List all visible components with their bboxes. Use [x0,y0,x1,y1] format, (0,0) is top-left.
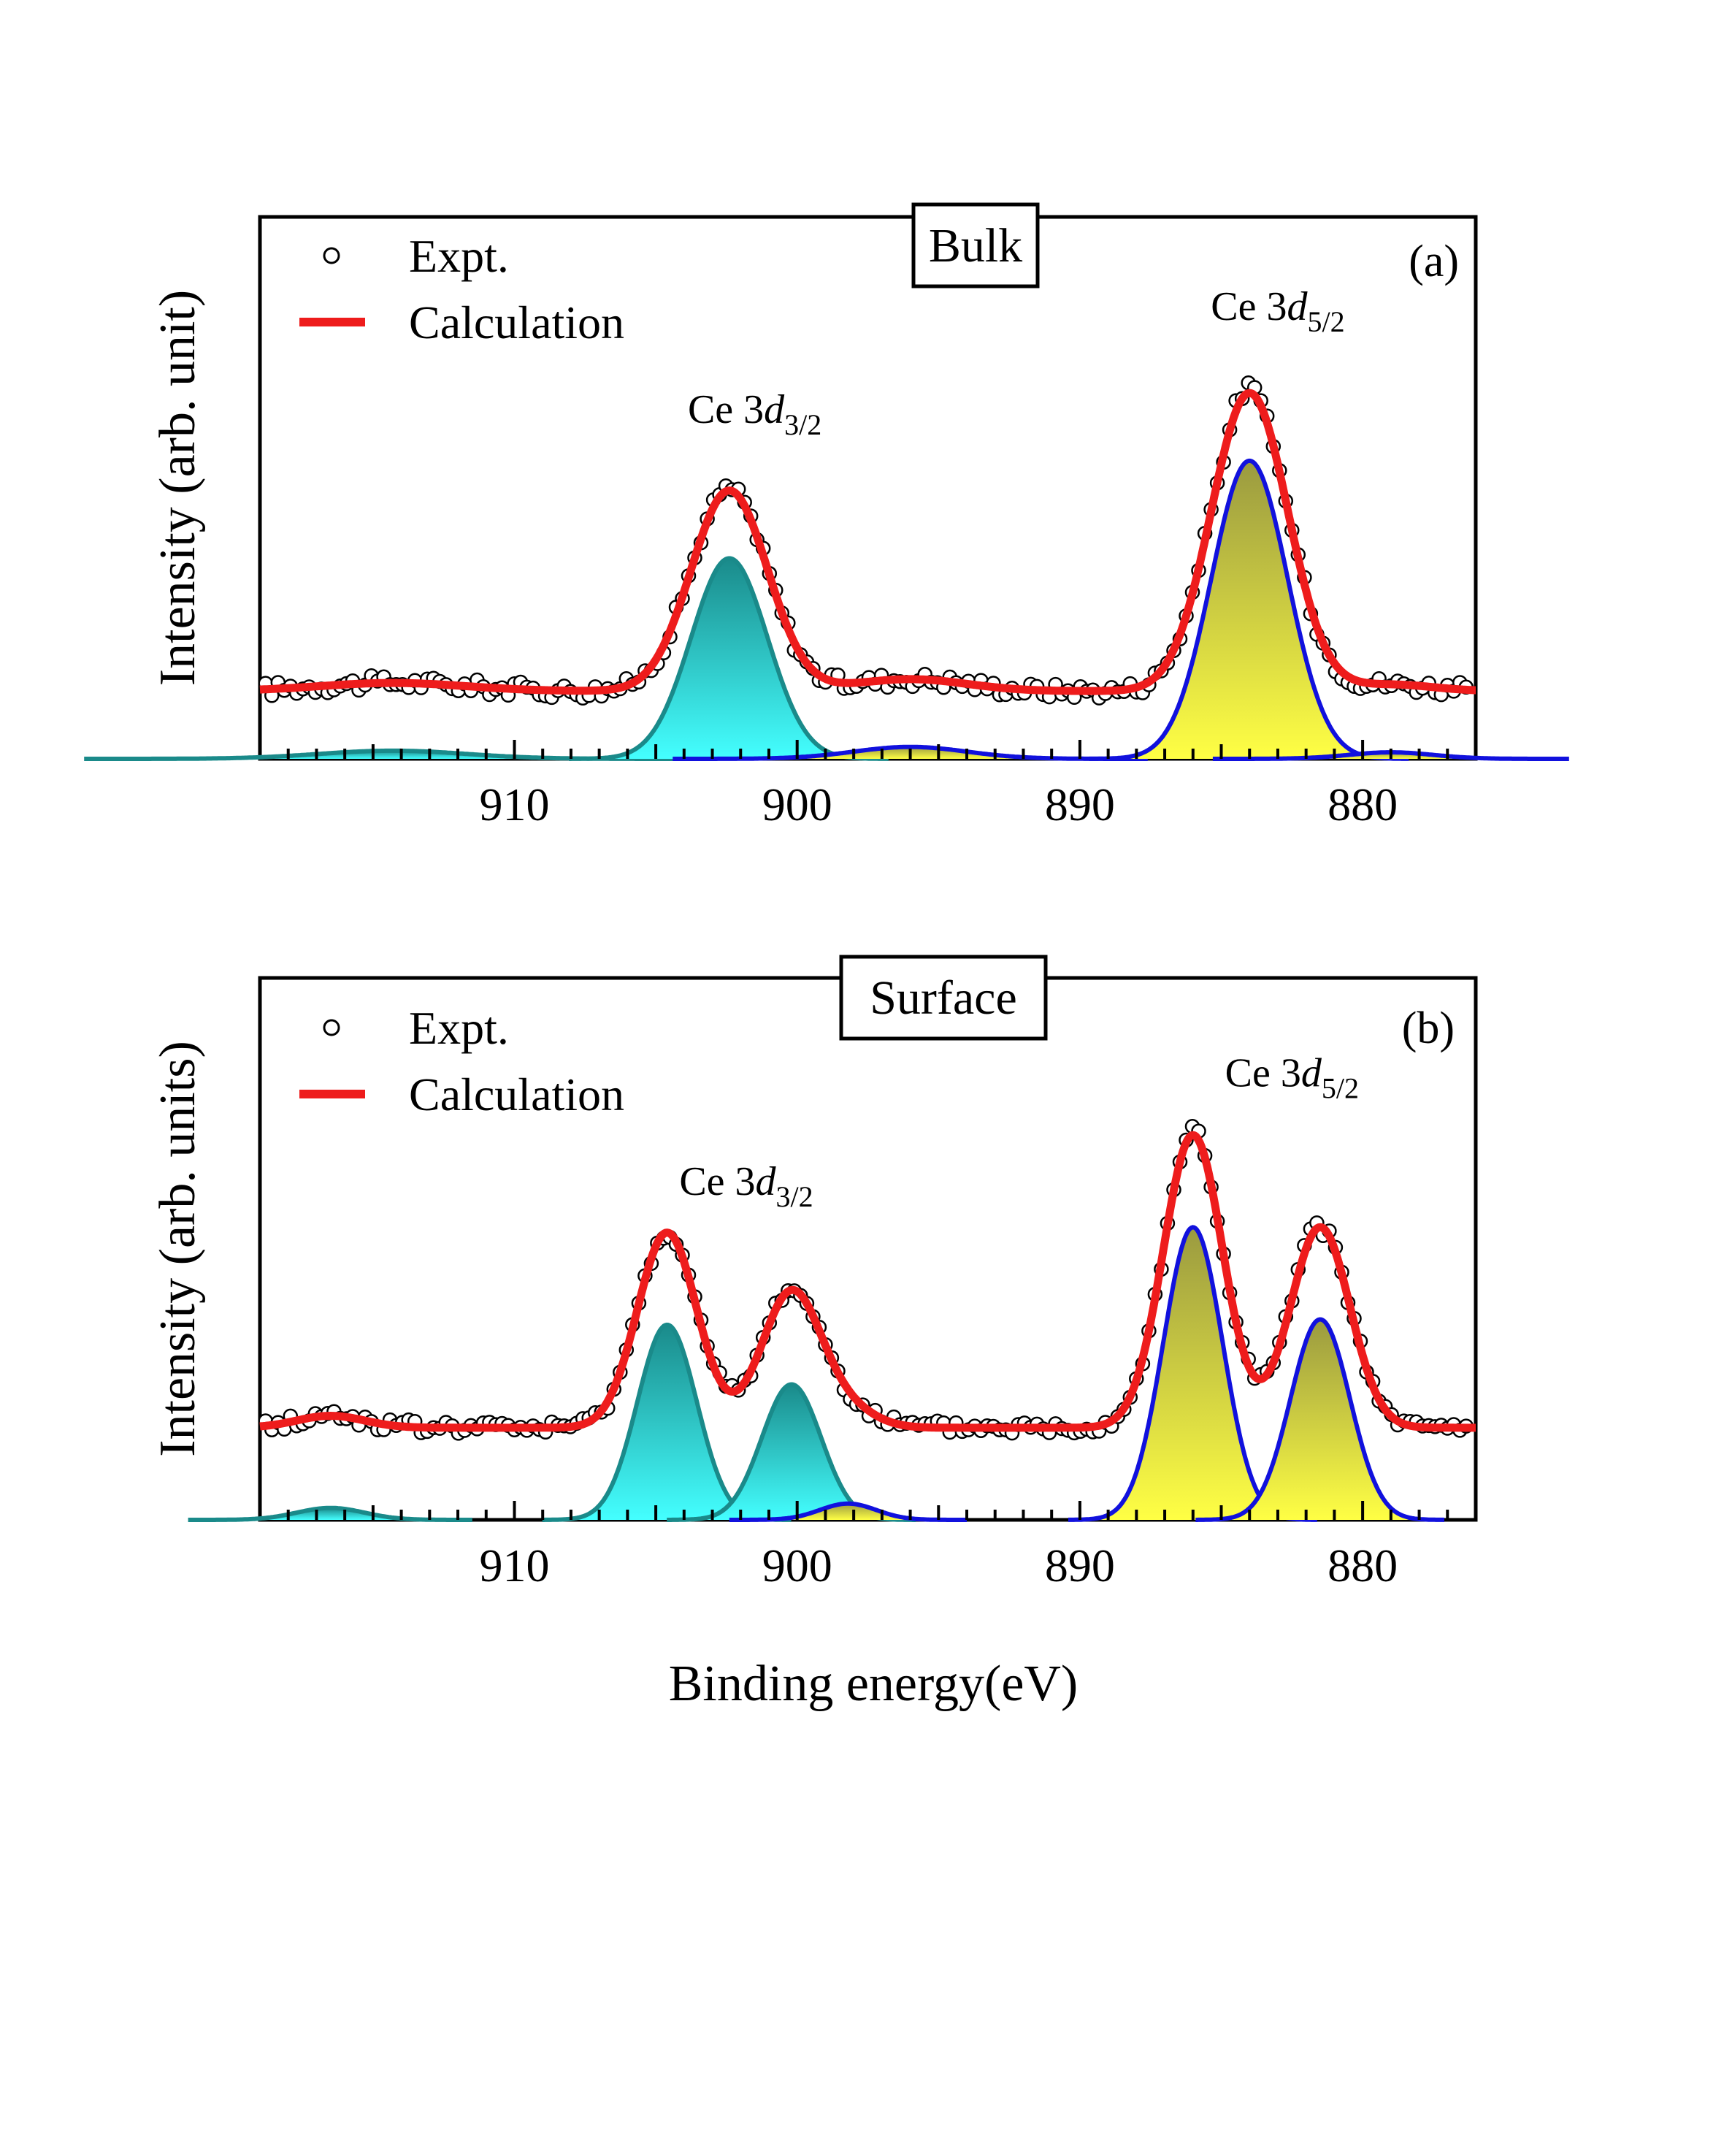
peak-label-sub: 3/2 [776,1180,813,1213]
peak-label-italic: d [756,1159,777,1204]
x-tick-label-b: 890 [1045,1540,1115,1591]
x-tick-label-a: 900 [762,779,832,830]
component-fill-a-4 [1089,460,1409,759]
peak-label-main: Ce 3 [679,1159,755,1204]
legend-calc-label-a: Calculation [409,297,624,348]
x-tick-label-b: 900 [762,1540,832,1591]
component-fill-a-2 [569,558,889,759]
peak-label-italic: d [1287,284,1309,329]
peak-label-b-1: Ce 3d3/2 [679,1159,813,1213]
y-axis-title-a: Intensity (arb. unit) [150,290,206,686]
peak-label-italic: d [764,387,785,432]
x-tick-label-a: 890 [1045,779,1115,830]
x-tick-label-a: 910 [479,779,549,830]
panel-label-a: (a) [1409,237,1459,286]
peak-label-main: Ce 3 [1211,284,1287,329]
calculation-curve-b [257,1131,1479,1432]
legend-calc-label-b: Calculation [409,1069,624,1120]
peak-label-sub: 3/2 [784,408,821,441]
peak-label-main: Ce 3 [1225,1050,1301,1096]
title-box-label-b: Surface [870,971,1017,1025]
component-fill-b-1 [188,1507,472,1520]
peak-label-sub: 5/2 [1308,305,1345,338]
component-fill-b-3 [667,1384,916,1520]
legend-expt-label-b: Expt. [409,1002,509,1054]
x-tick-label-b: 910 [479,1540,549,1591]
peak-label-sub: 5/2 [1322,1071,1359,1104]
component-fill-b-4 [729,1503,967,1520]
calculation-curve-a [257,389,1479,695]
panel-a-bulk: 910 900 890 880 Intensity (arb. unit) Expt. Ca… [84,202,1569,830]
peak-label-a-1: Ce 3d3/2 [688,387,821,441]
component-fill-b-2 [542,1324,792,1520]
component-line-a-3 [673,744,1148,761]
legend-expt-marker-a [323,247,340,264]
peak-label-b-2: Ce 3d5/2 [1225,1050,1359,1104]
component-fill-b-5 [1068,1227,1317,1520]
panel-label-b: (b) [1402,1004,1455,1053]
x-tick-label-b: 880 [1328,1540,1398,1591]
legend-expt-label-a: Expt. [409,230,509,282]
title-box-b [839,955,1048,1041]
title-box-label-a: Bulk [929,219,1022,272]
panel-b-surface: 910 900 890 880 Intensity (arb. units) Expt. C… [150,955,1479,1591]
y-axis-title-b: Intensity (arb. units) [150,1041,206,1457]
component-line-b-1 [188,1505,472,1522]
peak-label-main: Ce 3 [688,387,764,432]
legend-expt-marker-b [323,1019,340,1036]
component-fill-b-6 [1195,1319,1444,1520]
x-axis-title: Binding energy(eV) [669,1656,1079,1712]
x-tick-label-a: 880 [1328,779,1398,830]
peak-label-italic: d [1301,1050,1322,1096]
component-fill-a-1 [84,750,701,759]
peak-label-a-2: Ce 3d5/2 [1211,284,1344,338]
component-line-b-6 [1195,1317,1445,1522]
title-box-a [911,202,1040,288]
